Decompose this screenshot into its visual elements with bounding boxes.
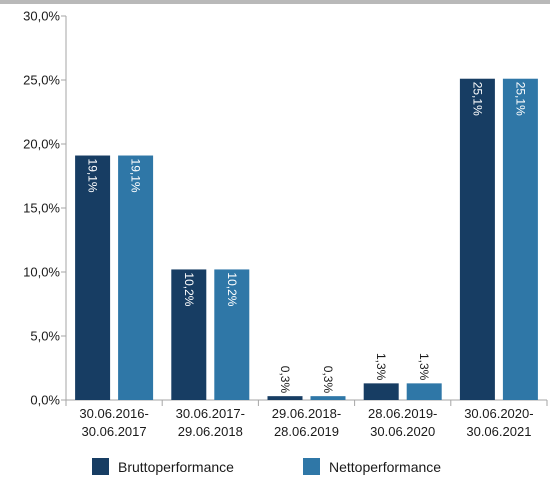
x-tick-label: 30.06.2017- (176, 406, 245, 421)
bar-bruttoperformance-3 (267, 396, 303, 400)
bar-nettoperformance-3 (310, 396, 346, 400)
bar-bruttoperformance-2 (171, 269, 207, 400)
legend-swatch-nettoperformance (303, 458, 320, 475)
data-label-bruttoperformance-2: 10,2% (182, 272, 196, 306)
bar-nettoperformance-4 (406, 383, 442, 400)
x-tick-label: 29.06.2018- (272, 406, 341, 421)
top-border-rule (0, 0, 550, 4)
bar-chart: 0,0% 5,0% 10,0% 15,0% 20,0% 25,0% 30,0% 19,1% 19… (23, 9, 548, 439)
y-tick-label: 5,0% (30, 329, 60, 344)
x-tick-label: 30.06.2017 (82, 424, 147, 439)
y-tick-label: 0,0% (30, 393, 60, 408)
y-tick-label: 15,0% (23, 201, 60, 216)
x-tick-label: 28.06.2019 (274, 424, 339, 439)
bar-bruttoperformance-1 (75, 155, 111, 400)
legend-item-nettoperformance: Nettoperformance (303, 458, 441, 475)
data-label-nettoperformance-2: 10,2% (225, 272, 239, 306)
legend-label-nettoperformance: Nettoperformance (329, 458, 442, 475)
x-tick-label: 30.06.2020- (464, 406, 533, 421)
y-tick-label: 25,0% (23, 73, 60, 88)
bar-bruttoperformance-4 (363, 383, 399, 400)
bar-nettoperformance-5 (502, 78, 538, 400)
y-tick-label: 10,0% (23, 265, 60, 280)
chart-legend: Bruttoperformance Nettoperformance (0, 458, 550, 482)
data-label-bruttoperformance-3: 0,3% (278, 366, 292, 394)
bar-nettoperformance-1 (118, 155, 154, 400)
bar-bruttoperformance-5 (459, 78, 495, 400)
bar-nettoperformance-2 (214, 269, 250, 400)
x-tick-label: 29.06.2018 (178, 424, 243, 439)
legend-label-bruttoperformance: Bruttoperformance (118, 458, 234, 475)
data-label-nettoperformance-1: 19,1% (129, 159, 143, 193)
x-tick-label: 30.06.2021 (466, 424, 531, 439)
x-tick-label: 30.06.2016- (79, 406, 148, 421)
y-tick-label: 30,0% (23, 9, 60, 24)
y-tick-label: 20,0% (23, 137, 60, 152)
x-tick-label: 28.06.2019- (368, 406, 437, 421)
data-label-bruttoperformance-4: 1,3% (374, 353, 388, 381)
data-label-bruttoperformance-1: 19,1% (86, 159, 100, 193)
data-label-nettoperformance-4: 1,3% (417, 353, 431, 381)
legend-item-bruttoperformance: Bruttoperformance (92, 458, 234, 475)
data-label-nettoperformance-3: 0,3% (321, 366, 335, 394)
data-label-nettoperformance-5: 25,1% (513, 82, 527, 116)
data-label-bruttoperformance-5: 25,1% (470, 82, 484, 116)
legend-swatch-bruttoperformance (92, 458, 109, 475)
x-tick-label: 30.06.2020 (370, 424, 435, 439)
